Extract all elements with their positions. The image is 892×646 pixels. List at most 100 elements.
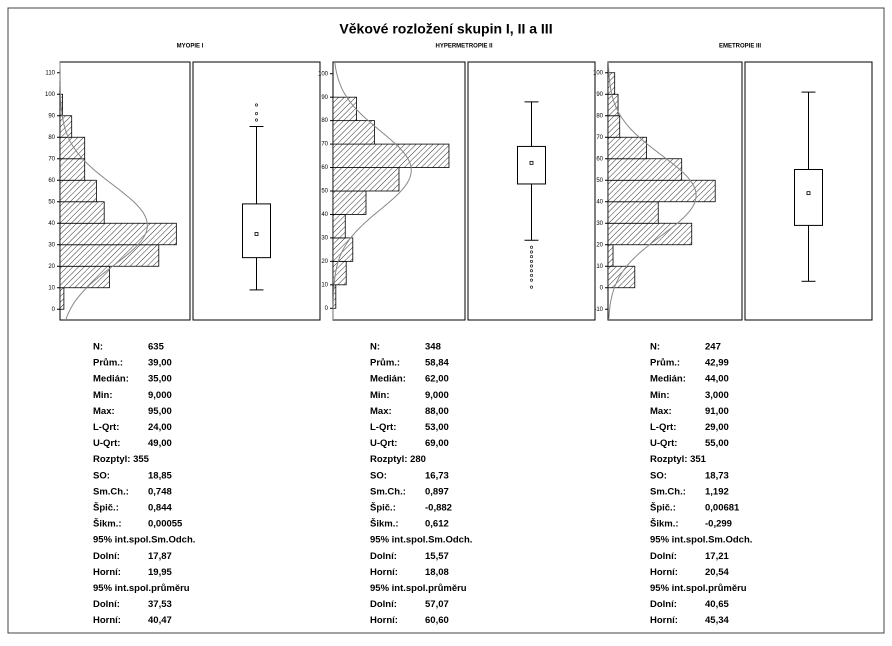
panel-title: HYPERMETROPIE II	[435, 44, 492, 50]
stat-value: 0,897	[425, 486, 449, 497]
stat-label: Horní:	[93, 567, 121, 578]
histogram-bar	[59, 201, 105, 224]
stat-value: 0,844	[148, 503, 172, 514]
stat-value: 40,47	[148, 615, 172, 626]
stat-label: 95% int.spol.Sm.Odch.	[370, 535, 472, 546]
stat-label: Dolní:	[370, 599, 397, 610]
y-tick-label: 30	[321, 235, 328, 241]
y-tick-label: 50	[596, 178, 603, 184]
stat-value: 39,00	[148, 358, 172, 369]
stat-label: Max:	[370, 406, 392, 417]
stat-value: 9,000	[148, 390, 172, 401]
y-tick-label: 30	[596, 221, 603, 227]
y-tick-label: 80	[596, 113, 603, 119]
histogram-bar	[607, 201, 659, 224]
stat-value: -0,299	[705, 519, 732, 530]
y-tick-label: 70	[321, 142, 328, 148]
y-tick-label: 70	[48, 156, 55, 162]
y-tick-label: 0	[600, 285, 604, 291]
stat-label: Min:	[370, 390, 390, 401]
y-tick-label: 40	[596, 199, 603, 205]
outlier	[529, 269, 533, 273]
histogram-bar	[59, 287, 65, 310]
stat-value: 91,00	[705, 406, 729, 417]
y-tick-label: 60	[596, 156, 603, 162]
y-tick-label: 40	[48, 221, 55, 227]
stat-value: 1,192	[705, 486, 729, 497]
histogram-bar	[607, 222, 693, 246]
histogram-bar	[607, 115, 621, 138]
y-tick-label: 100	[593, 70, 604, 76]
y-tick-label: 80	[48, 135, 55, 141]
y-tick-label: 100	[45, 92, 56, 98]
y-tick-label: 60	[321, 165, 328, 171]
y-tick-label: 40	[321, 212, 328, 218]
stat-label: Max:	[93, 406, 115, 417]
stat-label: 95% int.spol.průměru	[93, 583, 190, 594]
stat-label: 95% int.spol.průměru	[650, 583, 747, 594]
stat-label: Sm.Ch.:	[93, 486, 129, 497]
stat-label: Šikm.:	[370, 518, 399, 530]
stat-label: Špič.:	[93, 502, 119, 514]
stat-value: 19,95	[148, 567, 172, 578]
outlier	[529, 250, 533, 254]
median-marker	[254, 232, 259, 236]
outlier	[529, 255, 533, 259]
stat-value: 29,00	[705, 422, 729, 433]
histogram-bar	[332, 96, 357, 122]
y-tick-label: 0	[325, 306, 329, 312]
stat-label: Medián:	[93, 374, 129, 385]
outlier	[529, 273, 533, 277]
histogram-bar	[332, 120, 375, 145]
y-tick-label: 80	[321, 118, 328, 124]
stat-label: Horní:	[650, 567, 678, 578]
stat-label: SO:	[370, 470, 387, 481]
stat-label: Medián:	[650, 374, 686, 385]
stat-label: Dolní:	[650, 551, 677, 562]
histogram-bar	[59, 136, 86, 160]
stat-value: 18,73	[705, 470, 729, 481]
histogram-bar	[59, 265, 110, 289]
stat-value: 88,00	[425, 406, 449, 417]
stat-value: 348	[425, 342, 441, 353]
outlier	[529, 278, 533, 282]
y-tick-label: 70	[596, 135, 603, 141]
stat-label: 95% int.spol.průměru	[370, 583, 467, 594]
stat-value: 0,612	[425, 519, 449, 530]
stat-label: Šikm.:	[650, 518, 679, 530]
stat-label: Dolní:	[93, 551, 120, 562]
boxplot-frame	[467, 61, 596, 321]
stat-label: Prům.:	[370, 358, 400, 369]
histogram-bar	[607, 136, 647, 160]
normal-fit	[59, 62, 148, 321]
figure-title: Věkové rozložení skupin I, II a III	[339, 21, 552, 37]
y-tick-label: 90	[321, 95, 328, 101]
stat-label: Špič.:	[650, 502, 676, 514]
stat-value: 44,00	[705, 374, 729, 385]
stat-label: Sm.Ch.:	[370, 486, 406, 497]
y-tick-label: 60	[48, 178, 55, 184]
histogram-bar	[59, 244, 160, 267]
histogram-bar	[59, 222, 177, 246]
stat-value: 53,00	[425, 422, 449, 433]
y-tick-label: 110	[45, 70, 55, 76]
stat-value: 635	[148, 342, 165, 353]
outlier	[255, 112, 259, 116]
stat-value: 18,85	[148, 470, 172, 481]
stat-value: 49,00	[148, 438, 172, 449]
y-tick-label: 10	[48, 285, 55, 291]
panel-title: MYOPIE I	[177, 44, 204, 50]
y-tick-label: 50	[48, 199, 55, 205]
stat-label: Min:	[650, 390, 670, 401]
stat-value: 55,00	[705, 438, 729, 449]
stat-label: Prům.:	[650, 358, 680, 369]
stat-label: Rozptyl: 355	[93, 454, 150, 465]
stat-value: -0,882	[425, 503, 452, 514]
stat-value: 0,00681	[705, 503, 740, 514]
boxplot-frame	[744, 61, 873, 321]
stat-label: Min:	[93, 390, 113, 401]
stat-value: 3,000	[705, 390, 729, 401]
stat-value: 45,34	[705, 615, 729, 626]
